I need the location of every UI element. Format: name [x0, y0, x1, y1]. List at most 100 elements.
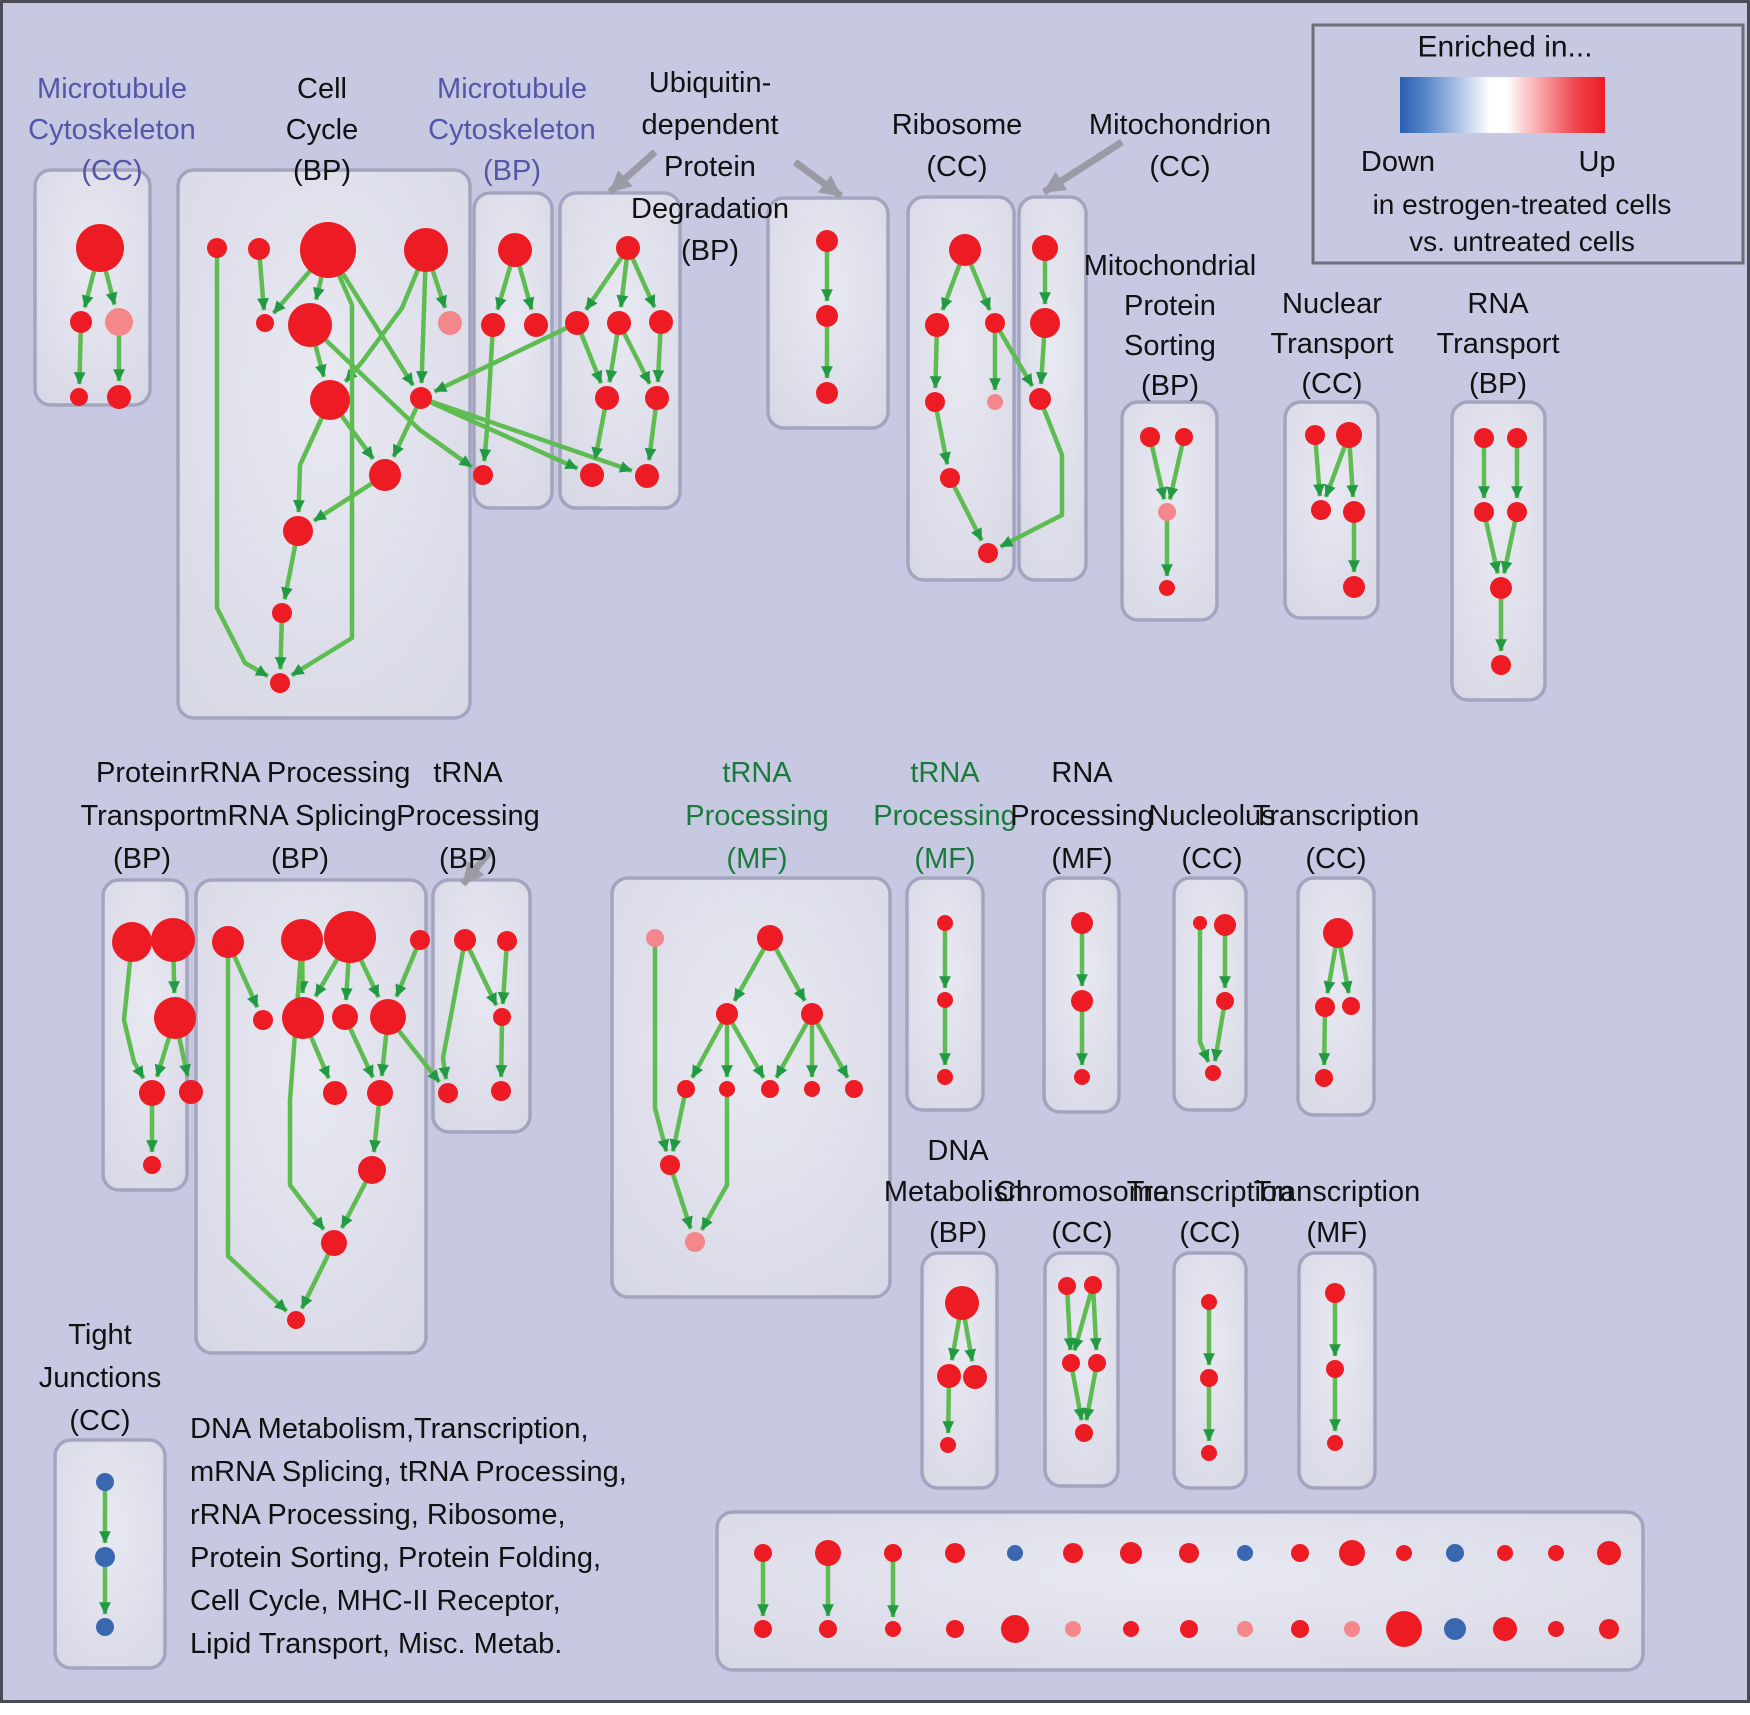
gene-set-node-mb11 [1344, 1621, 1360, 1637]
label-trna-processing-mf-large-line-2: (MF) [726, 843, 787, 875]
gene-set-node-y0 [1325, 1283, 1345, 1303]
edge-arrow-b2-b12 [290, 249, 355, 678]
gene-set-node-h0 [646, 929, 664, 947]
edge-arrow-h2-h4 [690, 1012, 729, 1079]
gene-set-node-u7 [635, 464, 659, 488]
gene-set-node-g11 [321, 1230, 347, 1256]
gene-set-node-v0 [816, 230, 838, 252]
label-ubiquitin-degradation-bp-line-1: dependent [641, 109, 778, 141]
cluster-box-ubiquitin-degradation-bp-1 [558, 191, 682, 510]
gene-set-node-r1 [925, 313, 949, 337]
gene-set-node-mt2 [815, 1540, 841, 1566]
label-trna-processing-mf-small-line-1: Processing [873, 800, 1016, 832]
label-trna-processing-bp-line-1: Processing [396, 800, 539, 832]
gene-set-node-u2 [607, 311, 631, 335]
gene-set-node-b3 [404, 228, 448, 272]
label-nucleolus-cc-line-1: (CC) [1181, 843, 1242, 875]
gene-set-node-k0 [937, 915, 953, 931]
gene-set-node-e4 [1075, 1424, 1093, 1442]
label-trna-processing-mf-large-line-1: Processing [685, 800, 828, 832]
gene-set-node-mt3 [884, 1544, 902, 1562]
label-transcription-cc-low-line-1: (CC) [1179, 1217, 1240, 1249]
edge-arrow-h3-h8 [810, 1012, 850, 1079]
edge-arrow-m1-m3 [479, 324, 496, 462]
gene-set-node-p5 [143, 1156, 161, 1174]
label-rna-processing-mf-line-1: Processing [1010, 800, 1153, 832]
gene-set-node-b12 [270, 673, 290, 693]
edge-arrow-o0-o3 [1197, 923, 1211, 1063]
gene-set-node-g5 [282, 997, 324, 1039]
annotation-arrows [460, 139, 1124, 887]
gene-set-node-mb14 [1493, 1617, 1517, 1641]
gene-set-node-g1 [281, 919, 323, 961]
gene-set-node-o1 [1214, 914, 1236, 936]
gene-set-node-h5 [719, 1081, 735, 1097]
label-ubiquitin-degradation-bp-line-2: Protein [664, 151, 756, 183]
gene-set-node-w1 [1030, 308, 1060, 338]
gene-set-node-q5 [1491, 655, 1511, 675]
label-protein-transport-bp-line-0: Protein [96, 757, 188, 789]
label-microtubule-cytoskeleton-bp-line-0: Microtubule [437, 73, 587, 105]
labels: Microtubule Cytoskeleton (CC) Cell Cycle (BP)… [28, 67, 1559, 1660]
edge-arrow-tb2-tb4 [495, 1016, 508, 1078]
label-transcription-cc-low-line-0: Transcription [1127, 1176, 1294, 1208]
cluster-box-microtubule-cytoskeleton-cc [33, 168, 152, 407]
edge-arrow-e1-e2 [1072, 1284, 1096, 1352]
gene-set-node-h2 [716, 1003, 738, 1025]
label-protein-transport-bp-line-1: Transport [80, 800, 203, 832]
cluster-box-rna-transport-bp [1450, 400, 1547, 702]
gene-set-node-q3 [1507, 502, 1527, 522]
gene-set-node-q4 [1490, 577, 1512, 599]
label-misc-cluster-list-line-2: rRNA Processing, Ribosome, [190, 1499, 566, 1531]
edge-arrow-tb0-tb2 [462, 939, 499, 1007]
gene-set-node-w0 [1032, 235, 1058, 261]
gene-set-node-d3 [940, 1437, 956, 1453]
gene-set-node-o3 [1205, 1065, 1221, 1081]
label-misc-cluster-list-line-3: Protein Sorting, Protein Folding, [190, 1542, 601, 1574]
label-rna-transport-bp-line-1: Transport [1436, 328, 1559, 360]
gene-set-node-tb4 [491, 1081, 511, 1101]
edge-arrow-b0-b12 [214, 248, 269, 679]
label-misc-cluster-list-line-0: DNA Metabolism,Transcription, [190, 1413, 589, 1445]
gene-set-node-f0 [1201, 1294, 1217, 1310]
arrow-mitochondrion [1042, 139, 1124, 195]
gene-set-node-z2 [96, 1618, 114, 1636]
gene-set-node-b2 [300, 222, 356, 278]
gene-set-node-g3 [410, 930, 430, 950]
gene-set-node-d2 [963, 1365, 987, 1389]
gene-set-node-g4 [253, 1010, 273, 1030]
cluster-box-mitochondrion-cc [1017, 195, 1088, 582]
gene-set-node-mt6 [1063, 1543, 1083, 1563]
label-trna-processing-bp-line-2: (BP) [439, 843, 497, 875]
cluster-box-trna-processing-mf-large [610, 876, 892, 1299]
edge-arrow-e3-e4 [1082, 1362, 1100, 1421]
arrow-trna-bp [460, 846, 495, 887]
gene-set-node-b0 [207, 238, 227, 258]
gene-set-node-tb3 [438, 1083, 458, 1103]
label-microtubule-cytoskeleton-cc-line-1: Cytoskeleton [28, 114, 196, 146]
label-tight-junctions-cc-line-2: (CC) [69, 1405, 130, 1437]
label-nucleolus-cc-line-0: Nucleolus [1148, 800, 1275, 832]
gene-set-node-r0 [949, 234, 981, 266]
legend-title: Enriched in... [1417, 31, 1592, 64]
gene-set-node-r5 [940, 468, 960, 488]
cluster-box-transcription-cc-mid [1296, 876, 1376, 1117]
label-microtubule-cytoskeleton-bp-line-2: (BP) [483, 155, 541, 187]
nodes [70, 222, 1621, 1647]
gene-set-node-g7 [370, 999, 406, 1035]
gene-set-node-g10 [358, 1156, 386, 1184]
gene-set-node-m0 [498, 233, 532, 267]
gene-set-node-s2 [1158, 503, 1176, 521]
label-mitochondrion-cc-line-1: (CC) [1149, 151, 1210, 183]
gene-set-node-h10 [685, 1232, 705, 1252]
label-trna-processing-mf-large-line-0: tRNA [722, 757, 792, 789]
arrow-ubiquitin-left [607, 149, 658, 195]
gene-set-node-mt7 [1120, 1542, 1142, 1564]
edge-arrow-h3-h6 [774, 1012, 814, 1079]
label-rrna-processing-mrna-splicing-bp-line-2: (BP) [271, 843, 329, 875]
edge-arrow-p0-p3 [121, 941, 146, 1080]
gene-set-node-e3 [1088, 1354, 1106, 1372]
edge-arrow-g3-g7 [394, 939, 423, 998]
gene-set-node-b7 [310, 380, 350, 420]
gene-set-node-u0 [616, 236, 640, 260]
